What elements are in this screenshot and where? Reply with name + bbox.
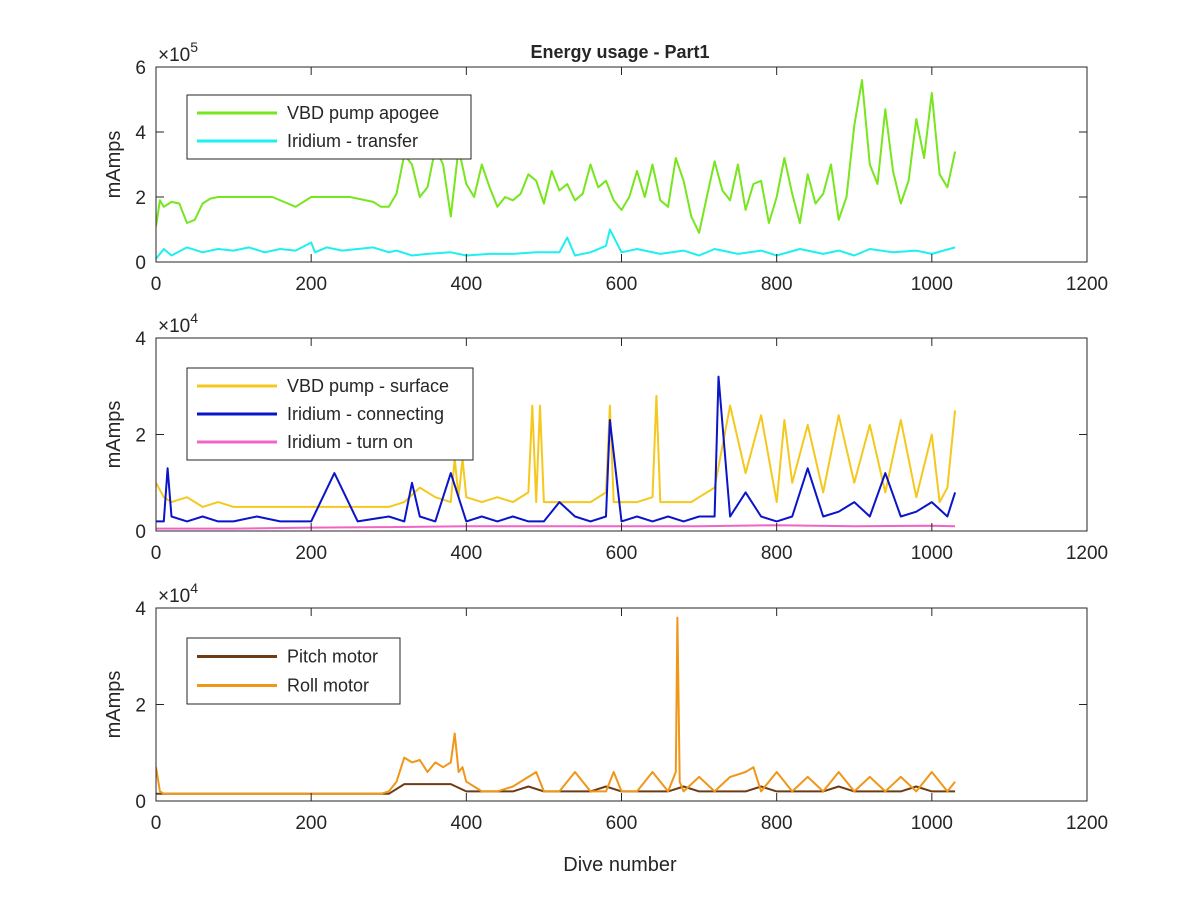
x-tick-label: 800 xyxy=(761,543,793,564)
x-tick-label: 1000 xyxy=(911,813,953,834)
x-tick-label: 600 xyxy=(606,813,638,834)
y-tick-label: 4 xyxy=(135,329,146,350)
legend: Pitch motor Roll motor xyxy=(186,637,401,705)
y-tick-label: 0 xyxy=(135,792,146,813)
figure-title: Energy usage - Part1 xyxy=(530,42,709,62)
plot-area xyxy=(156,79,957,260)
y-tick-label: 4 xyxy=(135,599,146,620)
legend: VBD pump apogee Iridium - transfer xyxy=(186,94,472,160)
x-tick-label: 1200 xyxy=(1066,813,1108,834)
y-exponent-power: 4 xyxy=(190,580,198,596)
legend-entry: Iridium - connecting xyxy=(287,404,444,424)
x-tick-label: 1000 xyxy=(911,543,953,564)
y-tick-label: 0 xyxy=(135,522,146,543)
legend-entry: VBD pump - surface xyxy=(287,376,449,396)
y-tick-label: 2 xyxy=(135,188,146,209)
y-exponent-power: 5 xyxy=(190,39,198,55)
y-axis-label: mAmps xyxy=(103,401,125,469)
x-tick-label: 1200 xyxy=(1066,274,1108,295)
legend-entry: Iridium - transfer xyxy=(287,131,418,151)
y-tick-label: 2 xyxy=(135,426,146,447)
y-tick-label: 4 xyxy=(135,123,146,144)
plot-area xyxy=(156,616,956,795)
x-tick-label: 600 xyxy=(606,543,638,564)
x-tick-label: 800 xyxy=(761,813,793,834)
y-tick-label: 0 xyxy=(135,253,146,274)
y-axis-label: mAmps xyxy=(103,131,125,199)
x-tick-label: 400 xyxy=(450,543,482,564)
y-tick-label: 2 xyxy=(135,696,146,717)
series-line-vbd-pump-surface xyxy=(156,394,957,508)
x-tick-label: 400 xyxy=(450,813,482,834)
y-exponent-power: 4 xyxy=(190,310,198,326)
series-line-iridium-turn-on xyxy=(156,524,956,530)
series-line-roll-motor xyxy=(156,616,956,795)
legend-entry: Iridium - turn on xyxy=(287,432,413,452)
legend-entry: VBD pump apogee xyxy=(287,103,439,123)
x-tick-label: 1200 xyxy=(1066,543,1108,564)
x-tick-label: 1000 xyxy=(911,274,953,295)
legend: VBD pump - surface Iridium - connecting Ir… xyxy=(186,367,474,461)
series-line-iridium-connecting xyxy=(156,375,957,523)
x-tick-label: 400 xyxy=(450,274,482,295)
x-tick-label: 200 xyxy=(295,274,327,295)
legend-box xyxy=(186,637,401,705)
x-tick-label: 200 xyxy=(295,813,327,834)
x-tick-label: 0 xyxy=(151,543,162,564)
legend-entry: Roll motor xyxy=(287,676,369,696)
legend-entry: Pitch motor xyxy=(287,647,378,667)
x-tick-label: 0 xyxy=(151,274,162,295)
plot-area xyxy=(156,375,957,530)
y-tick-label: 6 xyxy=(135,58,146,79)
x-tick-label: 200 xyxy=(295,543,327,564)
x-tick-label: 0 xyxy=(151,813,162,834)
x-axis-label: Dive number xyxy=(563,854,677,876)
series-line-iridium-transfer xyxy=(156,228,956,260)
y-axis-label: mAmps xyxy=(103,671,125,739)
x-tick-label: 800 xyxy=(761,274,793,295)
series-line-vbd-pump-apogee xyxy=(156,79,957,234)
legend-box xyxy=(186,94,472,160)
x-tick-label: 600 xyxy=(606,274,638,295)
